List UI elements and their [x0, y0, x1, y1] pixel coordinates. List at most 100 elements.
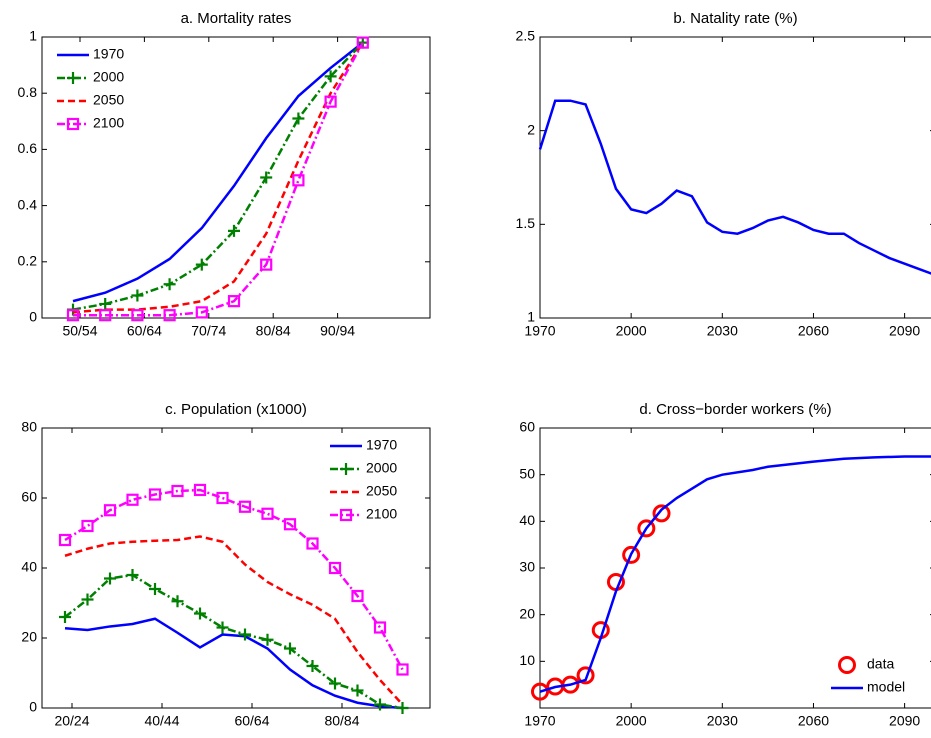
- marker: [838, 656, 856, 674]
- y-tick-label: 0.4: [18, 196, 38, 212]
- x-tick-label: 2030: [707, 713, 738, 729]
- marker: [238, 500, 252, 513]
- marker: [126, 569, 139, 581]
- series-line: [73, 42, 364, 317]
- series-line: [539, 455, 931, 693]
- x-tick-label: 50/54: [62, 323, 97, 339]
- marker: [261, 507, 274, 520]
- panel: c. Population (x1000) 0 20 40 60 80 20/24 40/44…: [21, 401, 431, 729]
- marker: [328, 561, 342, 575]
- marker: [216, 491, 229, 505]
- y-tick-label: 20: [21, 629, 37, 645]
- marker: [131, 289, 144, 302]
- y-tick-label: 60: [21, 489, 37, 505]
- marker: [193, 483, 207, 497]
- marker: [396, 702, 409, 714]
- x-tick-label: 2000: [616, 323, 647, 339]
- legend-label: 2000: [93, 69, 124, 85]
- y-tick-label: 1: [29, 28, 37, 44]
- x-tick-label: 70/74: [191, 323, 226, 339]
- series-line: [72, 41, 364, 314]
- legend-label: 2050: [366, 483, 397, 499]
- marker: [531, 682, 549, 701]
- x-tick-label: 1970: [524, 323, 555, 339]
- series-line: [72, 41, 364, 303]
- marker: [340, 463, 352, 475]
- y-tick-label: 40: [519, 512, 535, 528]
- marker: [329, 677, 341, 690]
- marker: [374, 698, 386, 711]
- x-tick-label: 2000: [616, 713, 647, 729]
- x-tick-label: 2090: [889, 323, 920, 339]
- marker: [652, 504, 671, 523]
- marker: [58, 533, 72, 547]
- chart-title: d. Cross−border workers (%): [639, 401, 831, 418]
- x-tick-label: 80/84: [256, 323, 291, 339]
- x-tick-label: 90/94: [320, 323, 355, 339]
- marker: [59, 611, 71, 623]
- marker: [324, 70, 337, 83]
- marker: [339, 508, 353, 522]
- x-tick-label: 2090: [889, 713, 920, 729]
- marker: [239, 628, 251, 641]
- legend-label: 2100: [366, 506, 397, 522]
- marker: [148, 488, 162, 501]
- legend-label: 1970: [93, 46, 124, 62]
- series-line: [72, 41, 364, 311]
- marker: [171, 484, 184, 498]
- x-tick-label: 60/64: [127, 323, 162, 339]
- marker: [292, 112, 305, 125]
- marker: [351, 684, 364, 697]
- chart-title: c. Population (x1000): [165, 401, 307, 418]
- marker: [227, 295, 241, 308]
- y-tick-label: 60: [519, 419, 535, 435]
- y-tick-label: 10: [519, 652, 535, 668]
- y-tick-label: 80: [21, 419, 37, 435]
- chart-title: b. Natality rate (%): [673, 10, 797, 27]
- marker: [81, 593, 94, 606]
- x-tick-label: 40/44: [144, 713, 179, 729]
- y-tick-label: 30: [519, 559, 535, 575]
- marker: [261, 633, 274, 646]
- y-tick-label: 0.2: [18, 253, 38, 269]
- y-tick-label: 50: [519, 465, 535, 481]
- x-tick-label: 1970: [524, 713, 555, 729]
- y-tick-label: 40: [21, 559, 37, 575]
- series-line: [64, 488, 404, 671]
- marker: [396, 663, 409, 676]
- series-line: [64, 617, 403, 710]
- marker: [356, 36, 369, 49]
- series-line: [64, 535, 404, 706]
- marker: [216, 621, 229, 634]
- x-tick-label: 60/64: [234, 713, 269, 729]
- marker: [637, 519, 656, 538]
- axes-box: [539, 36, 931, 319]
- y-tick-label: 0.8: [18, 84, 38, 100]
- marker: [126, 493, 139, 506]
- y-tick-label: 0.6: [18, 140, 38, 156]
- marker: [104, 572, 116, 585]
- x-tick-label: 2060: [798, 713, 829, 729]
- marker: [324, 95, 337, 108]
- x-tick-label: 2030: [707, 323, 738, 339]
- marker: [284, 642, 296, 655]
- marker: [195, 258, 208, 271]
- y-tick-label: 1.5: [516, 215, 536, 231]
- legend-label: model: [867, 679, 905, 695]
- marker: [66, 117, 80, 131]
- marker: [306, 660, 319, 672]
- marker: [306, 537, 319, 550]
- marker: [260, 258, 273, 271]
- y-tick-label: 2.5: [516, 28, 536, 44]
- y-tick-label: 0: [29, 699, 37, 715]
- marker: [99, 309, 112, 322]
- marker: [228, 224, 240, 237]
- marker: [351, 589, 364, 603]
- series-line: [538, 99, 931, 275]
- legend-label: 1970: [366, 437, 397, 453]
- marker: [260, 171, 273, 184]
- marker: [131, 309, 144, 322]
- marker: [163, 309, 176, 322]
- y-tick-label: 20: [519, 605, 535, 621]
- legend-label: 2000: [366, 460, 397, 476]
